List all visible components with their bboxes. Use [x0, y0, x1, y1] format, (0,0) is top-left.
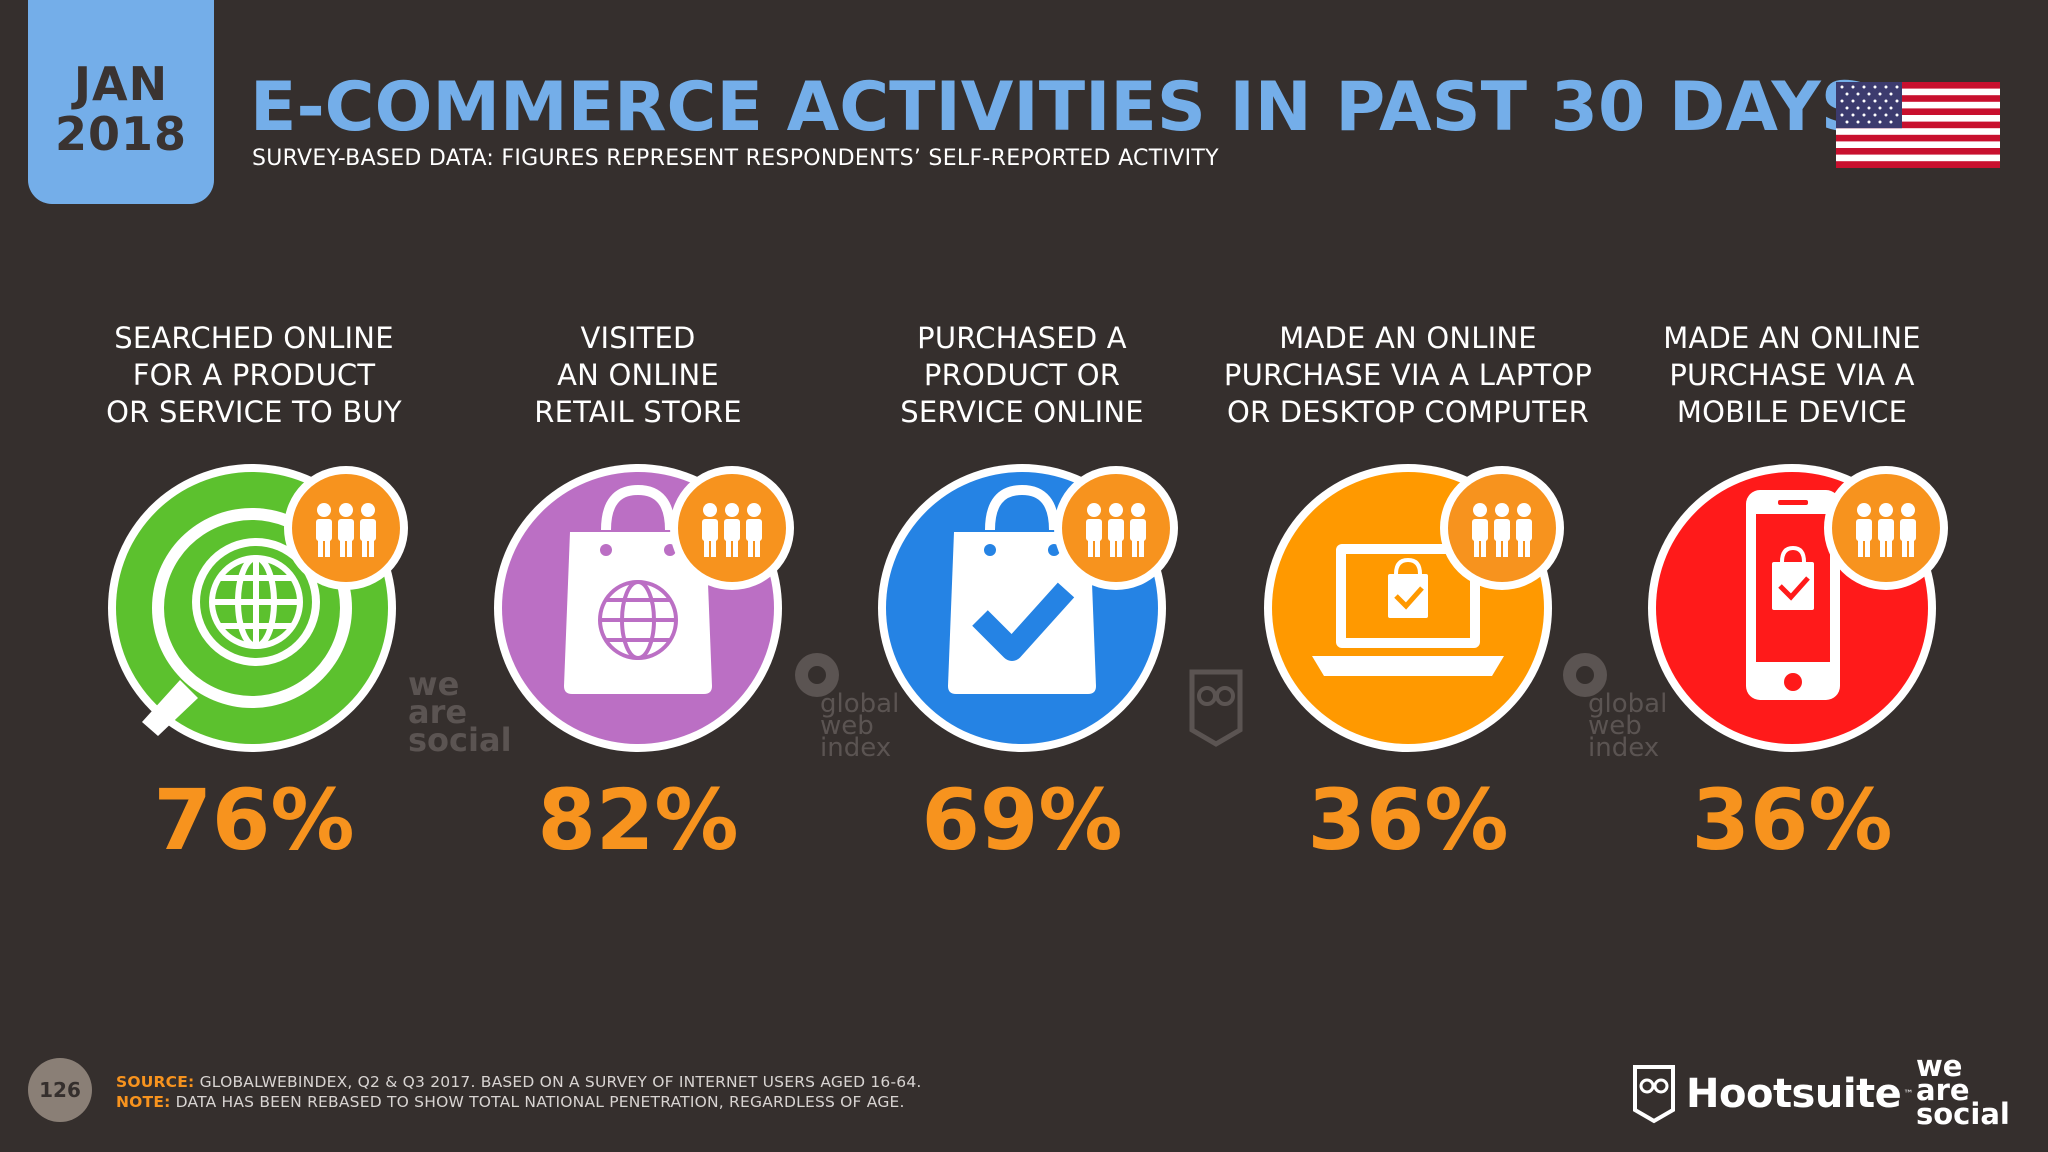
- we-are-social-logo: we are social: [1916, 1049, 2010, 1131]
- card-label: PURCHASED A PRODUCT OR SERVICE ONLINE: [830, 320, 1214, 440]
- page-subtitle: SURVEY-BASED DATA: FIGURES REPRESENT RES…: [252, 146, 1219, 171]
- note-label: NOTE:: [116, 1093, 171, 1111]
- stat-value: 36%: [1691, 771, 1893, 869]
- stat-value: 76%: [153, 771, 355, 869]
- note-text: DATA HAS BEEN REBASED TO SHOW TOTAL NATI…: [175, 1093, 905, 1111]
- mobile-bag-icon: [1648, 464, 1948, 752]
- card-label-line: OR SERVICE TO BUY: [106, 395, 402, 429]
- stat-value: 69%: [921, 771, 1123, 869]
- globe-magnifier-icon: [108, 464, 408, 752]
- card-label-line: SEARCHED ONLINE: [114, 321, 394, 355]
- page-title: E-COMMERCE ACTIVITIES IN PAST 30 DAYS: [250, 68, 1870, 147]
- card-label-line: PRODUCT OR: [923, 358, 1121, 392]
- shopping-bag-globe-icon: [494, 464, 794, 752]
- watermark-line: web: [1588, 711, 1642, 741]
- source-footnote: SOURCE: GLOBALWEBINDEX, Q2 & Q3 2017. BA…: [116, 1073, 922, 1091]
- stat-card-searched: SEARCHED ONLINE FOR A PRODUCT OR SERVICE…: [62, 320, 446, 869]
- stat-card-visited: VISITED AN ONLINE RETAIL STORE 82%: [446, 320, 830, 869]
- card-label-line: FOR A PRODUCT: [132, 358, 376, 392]
- hootsuite-wordmark: Hootsuite: [1686, 1071, 1902, 1117]
- watermark-line: index: [820, 733, 892, 763]
- card-label-line: MADE AN ONLINE: [1663, 321, 1921, 355]
- date-year: 2018: [54, 107, 188, 161]
- watermark-line: global: [1588, 689, 1668, 719]
- card-label-line: RETAIL STORE: [534, 395, 742, 429]
- logo-line: are: [1916, 1073, 1970, 1107]
- logo-line: social: [1916, 1097, 2010, 1131]
- source-label: SOURCE:: [116, 1073, 195, 1091]
- gwi-logo-icon: [795, 653, 839, 697]
- card-label: MADE AN ONLINE PURCHASE VIA A LAPTOP OR …: [1216, 320, 1600, 440]
- global-web-index-watermark-2: global web index: [1560, 650, 1668, 763]
- stat-card-laptop: MADE AN ONLINE PURCHASE VIA A LAPTOP OR …: [1216, 320, 1600, 869]
- card-label: MADE AN ONLINE PURCHASE VIA A MOBILE DEV…: [1600, 320, 1984, 440]
- watermark-line: are: [408, 693, 468, 731]
- stat-value: 36%: [1307, 771, 1509, 869]
- us-flag-icon: [1836, 82, 2000, 168]
- stat-card-purchased: PURCHASED A PRODUCT OR SERVICE ONLINE 69…: [830, 320, 1214, 869]
- hootsuite-logo: Hootsuite ™: [1632, 1062, 1913, 1126]
- gwi-logo-icon: [1563, 653, 1607, 697]
- we-are-social-watermark: we are social: [408, 665, 512, 759]
- card-label-line: PURCHASE VIA A: [1669, 358, 1915, 392]
- hootsuite-owl-watermark-icon: [1189, 669, 1243, 747]
- date-month: JAN: [73, 57, 169, 111]
- card-label-line: MADE AN ONLINE: [1279, 321, 1537, 355]
- watermark-line: global: [820, 689, 900, 719]
- card-label-line: SERVICE ONLINE: [900, 395, 1144, 429]
- watermark-line: social: [408, 721, 512, 759]
- card-label-line: AN ONLINE: [557, 358, 719, 392]
- stat-card-mobile: MADE AN ONLINE PURCHASE VIA A MOBILE DEV…: [1600, 320, 1984, 869]
- watermark-line: index: [1588, 733, 1660, 763]
- card-label-line: OR DESKTOP COMPUTER: [1226, 395, 1590, 429]
- card-label-line: PURCHASE VIA A LAPTOP: [1223, 358, 1593, 392]
- page-number: 126: [28, 1058, 92, 1122]
- laptop-bag-icon: [1264, 464, 1564, 752]
- watermark-line: web: [820, 711, 874, 741]
- trademark-mark: ™: [1903, 1088, 1914, 1100]
- card-label: VISITED AN ONLINE RETAIL STORE: [446, 320, 830, 440]
- logo-line: we: [1916, 1049, 1963, 1083]
- note-footnote: NOTE: DATA HAS BEEN REBASED TO SHOW TOTA…: [116, 1093, 905, 1111]
- global-web-index-watermark: global web index: [792, 650, 900, 763]
- source-text: GLOBALWEBINDEX, Q2 & Q3 2017. BASED ON A…: [199, 1073, 922, 1091]
- watermark-line: we: [408, 665, 460, 703]
- card-label-line: MOBILE DEVICE: [1676, 395, 1908, 429]
- card-label-line: PURCHASED A: [917, 321, 1127, 355]
- hootsuite-owl-icon: [1633, 1065, 1675, 1124]
- date-tab: JAN 2018: [28, 0, 214, 204]
- shopping-bag-check-icon: [878, 464, 1178, 752]
- card-label: SEARCHED ONLINE FOR A PRODUCT OR SERVICE…: [62, 320, 446, 440]
- card-label-line: VISITED: [580, 321, 696, 355]
- stat-value: 82%: [537, 771, 739, 869]
